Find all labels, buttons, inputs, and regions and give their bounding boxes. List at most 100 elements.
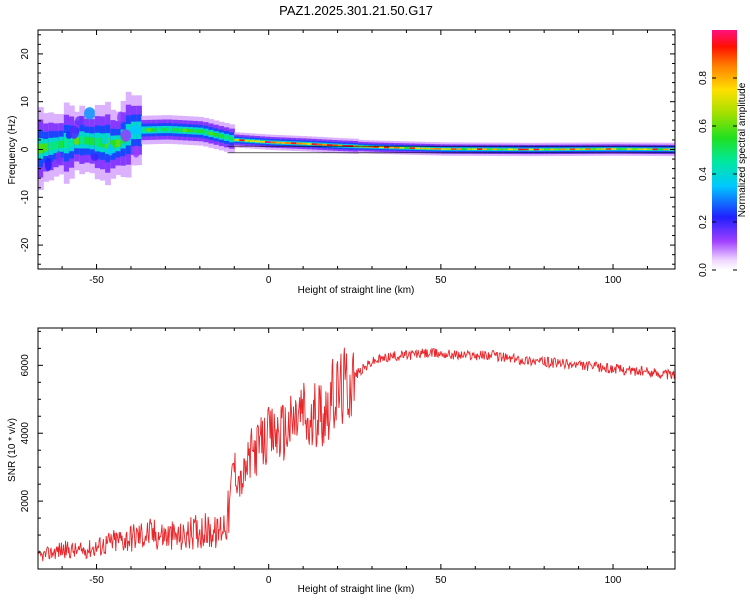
heat-cell	[48, 142, 55, 151]
snr-frame	[37, 327, 676, 570]
heat-blob	[132, 145, 140, 158]
spectrogram-panel: -50 0 50 100 -20 -10 0 10 20 Height of straight …	[7, 29, 676, 296]
heat-cell	[652, 148, 659, 151]
heat-cell	[435, 148, 442, 150]
x-tick-label: 50	[435, 275, 447, 286]
colorbar-tick-label: 0.8	[698, 71, 709, 85]
heat-cell	[585, 148, 592, 150]
heat-cell	[451, 148, 457, 150]
heat-blob	[84, 107, 96, 120]
y-tick-label: 4000	[20, 422, 31, 445]
heat-cell	[389, 146, 395, 149]
heat-cell	[172, 128, 179, 132]
heat-cell	[642, 148, 649, 151]
heat-cell	[549, 148, 556, 151]
heat-cell	[223, 135, 230, 140]
heat-cell	[43, 143, 49, 152]
heat-cell	[213, 133, 220, 137]
heat-cell	[316, 143, 323, 146]
heat-cell	[146, 128, 153, 132]
x-tick-label: 100	[605, 575, 622, 586]
heat-cell	[533, 148, 540, 151]
heat-cell	[420, 147, 426, 150]
heat-cell	[79, 135, 86, 145]
heat-blob	[69, 125, 79, 139]
heat-cell	[254, 140, 261, 143]
heat-cell	[296, 142, 303, 145]
heat-cell	[311, 143, 318, 146]
heat-cell	[363, 145, 370, 148]
heat-cell	[487, 148, 494, 151]
heat-cell	[327, 144, 333, 147]
y-tick-label: 6000	[20, 354, 31, 377]
heat-cell	[626, 148, 633, 150]
heat-cell	[378, 146, 385, 149]
x-tick-label: 0	[266, 575, 272, 586]
heat-cell	[208, 131, 215, 136]
spectrogram-xlabel: Height of straight line (km)	[298, 285, 415, 296]
heat-cell	[611, 148, 618, 150]
heat-cell	[115, 139, 122, 148]
heat-cell	[322, 143, 328, 146]
heat-cell	[358, 145, 364, 148]
heat-cell	[373, 146, 380, 148]
heat-cell	[528, 148, 535, 151]
heat-cell	[590, 148, 597, 150]
heat-cell	[89, 137, 96, 146]
heat-cell	[580, 148, 587, 151]
heat-cell	[229, 136, 235, 141]
heat-cell	[518, 148, 525, 151]
heat-cell	[141, 128, 148, 132]
heat-cell	[249, 140, 256, 142]
x-tick-label: -50	[89, 275, 104, 286]
heat-cell	[466, 148, 473, 150]
heat-cell	[384, 146, 390, 149]
colorbar-label: Normalized spectral amplitude	[737, 82, 748, 217]
heat-cell	[151, 128, 158, 132]
heat-cell	[265, 141, 272, 144]
heat-cell	[600, 148, 607, 150]
heat-cell	[559, 148, 566, 151]
heat-cell	[63, 138, 70, 149]
y-tick-label: -10	[20, 190, 31, 205]
heat-cell	[161, 127, 168, 132]
heat-cell	[461, 148, 468, 150]
y-tick-label: -20	[20, 237, 31, 252]
x-tick-label: -50	[89, 575, 104, 586]
x-tick-label: 0	[266, 275, 272, 286]
heat-cell	[84, 136, 91, 145]
heat-cell	[471, 148, 478, 150]
heat-blob	[107, 143, 114, 156]
heat-cell	[523, 148, 530, 151]
heat-cell	[275, 141, 282, 144]
heat-cell	[94, 137, 101, 147]
colorbar-tick-label: 0.2	[698, 215, 709, 229]
heat-cell	[68, 137, 75, 147]
snr-ticks: -50 0 50 100 2000 4000 6000	[20, 328, 675, 586]
heat-cell	[492, 148, 499, 151]
heat-cell	[662, 148, 669, 151]
heat-cell	[394, 146, 401, 149]
heat-cell	[110, 140, 117, 149]
heat-cell	[105, 138, 111, 149]
heat-cell	[544, 148, 550, 151]
heat-cell	[430, 147, 437, 150]
heat-cell	[270, 141, 277, 144]
heat-cell	[637, 148, 643, 151]
x-tick-label: 100	[605, 275, 622, 286]
heat-cell	[482, 148, 488, 151]
heat-cell	[192, 129, 199, 133]
heat-blob	[120, 129, 132, 142]
heat-cell	[621, 148, 628, 150]
y-tick-label: 20	[20, 48, 31, 60]
heat-cell	[595, 148, 602, 150]
heat-cell	[497, 148, 504, 151]
heat-cell	[234, 139, 241, 141]
spectrogram-ticks: -50 0 50 100 -20 -10 0 10 20	[20, 30, 675, 286]
heat-cell	[58, 140, 65, 148]
colorbar-tick-label: 0.4	[698, 167, 709, 181]
heat-cell	[337, 144, 344, 147]
heat-cell	[187, 128, 194, 133]
heat-cell	[306, 143, 313, 145]
